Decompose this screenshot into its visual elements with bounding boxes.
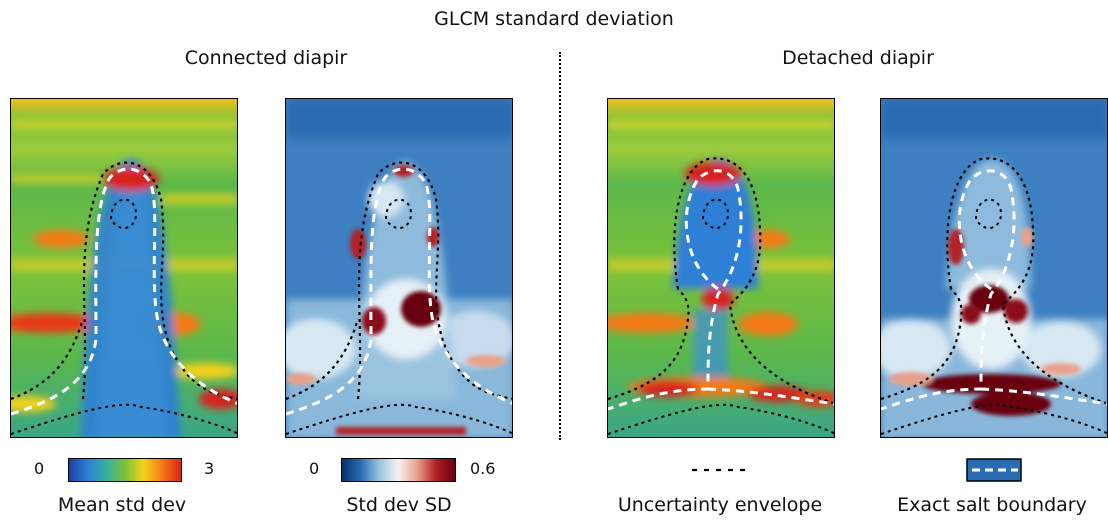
panel-detached-sd — [880, 98, 1108, 438]
connected-diapir-heading: Connected diapir — [184, 47, 348, 69]
panel-detached-mean — [607, 98, 835, 438]
mean-colorbar — [68, 458, 182, 482]
mean-colorbar-label: Mean std dev — [57, 494, 187, 516]
group-divider — [559, 52, 561, 440]
sd-colorbar-label: Std dev SD — [346, 494, 452, 516]
boundary-legend-label: Exact salt boundary — [897, 494, 1087, 516]
mean-colorbar-min: 0 — [34, 459, 45, 478]
envelope-legend-line — [692, 468, 748, 472]
detached-diapir-heading: Detached diapir — [782, 47, 934, 69]
figure-title: GLCM standard deviation — [434, 8, 674, 30]
sd-colorbar — [341, 458, 456, 482]
sd-colorbar-min: 0 — [309, 459, 320, 478]
envelope-legend-label: Uncertainty envelope — [617, 494, 823, 516]
sd-colorbar-max: 0.6 — [470, 459, 496, 478]
panel-connected-sd — [285, 98, 513, 438]
panel-connected-mean — [10, 98, 238, 438]
mean-colorbar-max: 3 — [204, 459, 215, 478]
boundary-legend-swatch — [966, 458, 1022, 482]
